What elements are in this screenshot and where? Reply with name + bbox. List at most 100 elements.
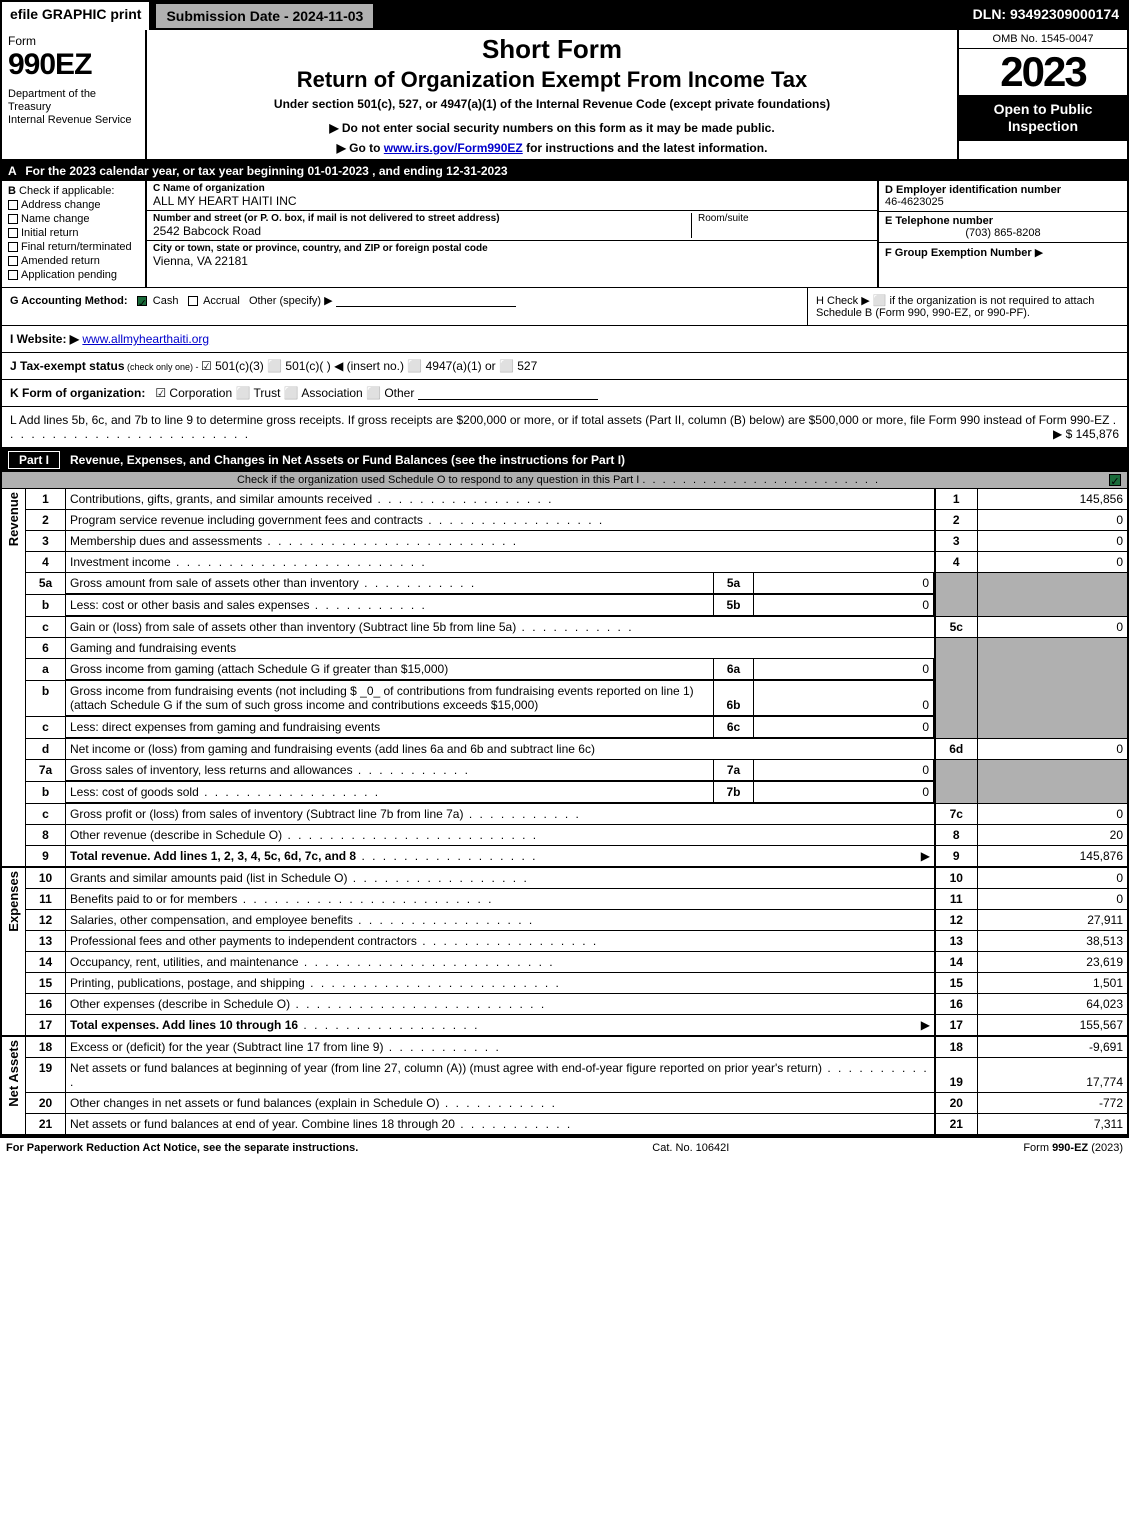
- ln9-rn: 9: [935, 846, 977, 868]
- ln2-desc: Program service revenue including govern…: [70, 513, 423, 527]
- ln20-rv: -772: [977, 1093, 1127, 1114]
- ln2-rn: 2: [935, 510, 977, 531]
- line-7a: 7a Gross sales of inventory, less return…: [2, 760, 1127, 782]
- efile-print-label[interactable]: efile GRAPHIC print: [2, 2, 151, 30]
- dln-label: DLN: 93492309000174: [965, 2, 1127, 30]
- ln9-num: 9: [26, 846, 66, 868]
- ln3-rv: 0: [977, 531, 1127, 552]
- line-7c: c Gross profit or (loss) from sales of i…: [2, 804, 1127, 825]
- header-right: OMB No. 1545-0047 2023 Open to Public In…: [957, 30, 1127, 159]
- h-text: H Check ▶ ⬜ if the organization is not r…: [816, 295, 1094, 319]
- ln5c-num: c: [26, 617, 66, 638]
- k-other-blank[interactable]: [418, 388, 598, 400]
- f-label: F Group Exemption Number: [885, 247, 1032, 259]
- ln12-num: 12: [26, 910, 66, 931]
- omb-number: OMB No. 1545-0047: [959, 30, 1127, 49]
- topbar: efile GRAPHIC print Submission Date - 20…: [2, 2, 1127, 30]
- line-16: 16 Other expenses (describe in Schedule …: [2, 994, 1127, 1015]
- ln6a-num: a: [26, 659, 66, 681]
- j-note: (check only one) -: [125, 362, 202, 372]
- ln21-num: 21: [26, 1114, 66, 1135]
- footer-right: Form 990-EZ (2023): [1023, 1142, 1123, 1154]
- goto-pre: ▶ Go to: [337, 141, 384, 155]
- f-arrow: ▶: [1035, 247, 1043, 259]
- section-gh: G Accounting Method: ✓ Cash Accrual Othe…: [2, 288, 1127, 326]
- chk-name-change[interactable]: Name change: [8, 213, 139, 225]
- k-opts: ☑ Corporation ⬜ Trust ⬜ Association ⬜ Ot…: [155, 386, 414, 400]
- ln6c-desc: Less: direct expenses from gaming and fu…: [70, 720, 380, 734]
- other-blank[interactable]: [336, 295, 516, 307]
- ln10-desc: Grants and similar amounts paid (list in…: [70, 871, 347, 885]
- irs-link[interactable]: www.irs.gov/Form990EZ: [384, 141, 523, 155]
- col-def: D Employer identification number 46-4623…: [877, 181, 1127, 287]
- ln21-rn: 21: [935, 1114, 977, 1135]
- ln5ab-shade-v: [977, 573, 1127, 617]
- g-label: G Accounting Method:: [10, 295, 128, 307]
- line-4: 4 Investment income 4 0: [2, 552, 1127, 573]
- chk-address-change[interactable]: Address change: [8, 199, 139, 211]
- ln4-rn: 4: [935, 552, 977, 573]
- chk-accrual[interactable]: [188, 296, 198, 306]
- line-2: 2 Program service revenue including gove…: [2, 510, 1127, 531]
- form-container: efile GRAPHIC print Submission Date - 20…: [0, 0, 1129, 1137]
- ln7ab-shade-v: [977, 760, 1127, 804]
- line-20: 20 Other changes in net assets or fund b…: [2, 1093, 1127, 1114]
- ln8-rn: 8: [935, 825, 977, 846]
- street-label: Number and street (or P. O. box, if mail…: [153, 213, 691, 224]
- ln5ab-shade-n: [935, 573, 977, 617]
- dept-label: Department of the Treasury Internal Reve…: [8, 88, 139, 128]
- ln7b-sv: 0: [754, 782, 934, 803]
- ln6c-num: c: [26, 717, 66, 739]
- ein: 46-4623025: [885, 196, 1121, 208]
- chk-cash[interactable]: ✓: [137, 296, 147, 306]
- ln16-num: 16: [26, 994, 66, 1015]
- ln3-rn: 3: [935, 531, 977, 552]
- submission-date: Submission Date - 2024-11-03: [155, 3, 374, 29]
- ln1-num: 1: [26, 489, 66, 510]
- col-c: C Name of organization ALL MY HEART HAIT…: [147, 181, 877, 287]
- schedule-o-check[interactable]: ✓: [1109, 474, 1121, 486]
- ln6-num: 6: [26, 638, 66, 659]
- ln7ab-shade-n: [935, 760, 977, 804]
- part1-sub: Check if the organization used Schedule …: [2, 472, 1127, 489]
- chk-final-return[interactable]: Final return/terminated: [8, 241, 139, 253]
- col-b: B Check if applicable: Address change Na…: [2, 181, 147, 287]
- ln1-rv: 145,856: [977, 489, 1127, 510]
- section-bcdef: B Check if applicable: Address change Na…: [2, 181, 1127, 288]
- website-link[interactable]: www.allmyhearthaiti.org: [82, 332, 209, 346]
- ln15-rv: 1,501: [977, 973, 1127, 994]
- line-1: Revenue 1 Contributions, gifts, grants, …: [2, 489, 1127, 510]
- opt-amended: Amended return: [21, 255, 100, 267]
- line-10: Expenses 10 Grants and similar amounts p…: [2, 867, 1127, 889]
- chk-initial-return[interactable]: Initial return: [8, 227, 139, 239]
- header-center: Short Form Return of Organization Exempt…: [147, 30, 957, 159]
- row-a-text: For the 2023 calendar year, or tax year …: [25, 164, 507, 178]
- ln13-rv: 38,513: [977, 931, 1127, 952]
- ln7c-rn: 7c: [935, 804, 977, 825]
- ln19-desc: Net assets or fund balances at beginning…: [70, 1061, 822, 1075]
- ln5a-num: 5a: [26, 573, 66, 595]
- line-3: 3 Membership dues and assessments 3 0: [2, 531, 1127, 552]
- h-block: H Check ▶ ⬜ if the organization is not r…: [807, 288, 1127, 325]
- info-i: I Website: ▶ www.allmyhearthaiti.org: [2, 326, 1127, 353]
- form-number: 990EZ: [8, 48, 139, 82]
- ln3-desc: Membership dues and assessments: [70, 534, 262, 548]
- opt-pending: Application pending: [21, 269, 117, 281]
- ln20-num: 20: [26, 1093, 66, 1114]
- ln6b-sv: 0: [754, 681, 934, 716]
- chk-amended[interactable]: Amended return: [8, 255, 139, 267]
- city-label: City or town, state or province, country…: [153, 243, 871, 254]
- ln2-rv: 0: [977, 510, 1127, 531]
- line-14: 14 Occupancy, rent, utilities, and maint…: [2, 952, 1127, 973]
- footer-form-word: Form: [1023, 1142, 1052, 1154]
- header: Form 990EZ Department of the Treasury In…: [2, 30, 1127, 161]
- ln1-rn: 1: [935, 489, 977, 510]
- chk-pending[interactable]: Application pending: [8, 269, 139, 281]
- ln12-desc: Salaries, other compensation, and employ…: [70, 913, 353, 927]
- ln10-rn: 10: [935, 867, 977, 889]
- subtitle: Under section 501(c), 527, or 4947(a)(1)…: [153, 97, 951, 111]
- ln6-desc: Gaming and fundraising events: [66, 638, 936, 659]
- street: 2542 Babcock Road: [153, 224, 691, 238]
- ln17-num: 17: [26, 1015, 66, 1037]
- ln11-num: 11: [26, 889, 66, 910]
